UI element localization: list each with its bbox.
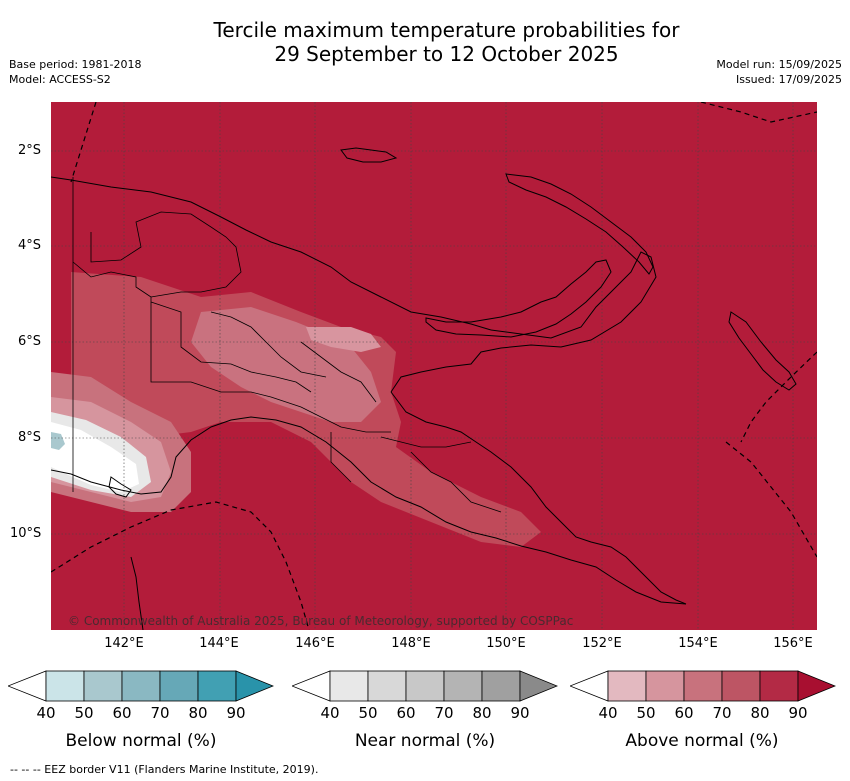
cb-near-arrow-low <box>292 670 331 702</box>
title-line-1: Tercile maximum temperature probabilitie… <box>213 18 680 42</box>
cb-near-tick-90: 90 <box>510 704 530 722</box>
cb-below-tick-70: 70 <box>150 704 170 722</box>
province-boundaries <box>72 177 502 513</box>
coast-new-britain <box>425 259 612 338</box>
colorbar-near <box>292 670 558 702</box>
cb-above-tick-80: 80 <box>750 704 770 722</box>
cb-above-tick-90: 90 <box>788 704 808 722</box>
y-tick-10s: 10°S <box>10 526 42 541</box>
chart-title: Tercile maximum temperature probabilitie… <box>0 18 850 66</box>
cb-near-tick-70: 70 <box>434 704 454 722</box>
x-tick-142e: 142°E <box>104 636 144 651</box>
title-line-2: 29 September to 12 October 2025 <box>274 42 619 66</box>
cb-below-seg-2 <box>83 670 123 702</box>
prob-patch-below-normal <box>51 432 65 450</box>
coast-south-new-guinea <box>51 416 687 605</box>
cb-below-tick-40: 40 <box>36 704 56 722</box>
cb-below-tick-80: 80 <box>188 704 208 722</box>
cb-above-tick-60: 60 <box>674 704 694 722</box>
x-tick-144e: 144°E <box>199 636 239 651</box>
y-tick-8s: 8°S <box>18 430 42 445</box>
x-tick-150e: 150°E <box>486 636 526 651</box>
cb-near-tick-60: 60 <box>396 704 416 722</box>
coastlines <box>51 147 797 630</box>
cb-near-seg-1 <box>329 670 369 702</box>
map-svg <box>51 102 817 630</box>
model-run: Model run: 15/09/2025 <box>716 58 842 71</box>
map-panel: © Commonwealth of Australia 2025, Bureau… <box>51 102 817 630</box>
cb-below-tick-90: 90 <box>226 704 246 722</box>
cb-near-tick-40: 40 <box>320 704 340 722</box>
cb-near-label: Near normal (%) <box>354 731 496 751</box>
coast-torres-strait <box>108 476 132 498</box>
meta-left: Base period: 1981-2018 Model: ACCESS-S2 <box>9 57 141 87</box>
x-tick-154e: 154°E <box>678 636 718 651</box>
map-copyright: © Commonwealth of Australia 2025, Bureau… <box>68 614 574 628</box>
issued-date: Issued: 17/09/2025 <box>735 73 842 86</box>
coast-bougainville <box>728 311 797 391</box>
graticule <box>51 102 817 630</box>
x-tick-146e: 146°E <box>295 636 335 651</box>
coast-huon <box>390 251 657 393</box>
cb-near-seg-2 <box>367 670 407 702</box>
cb-below-seg-3 <box>121 670 161 702</box>
y-tick-6s: 6°S <box>18 334 42 349</box>
base-period: Base period: 1981-2018 <box>9 58 142 71</box>
cb-below-seg-5 <box>197 670 237 702</box>
cb-near-seg-5 <box>481 670 521 702</box>
coast-papuan-peninsula <box>390 391 687 605</box>
cb-near-tick-50: 50 <box>358 704 378 722</box>
coast-australia-cape-york <box>130 556 144 630</box>
cb-near-tick-80: 80 <box>472 704 492 722</box>
prob-patch-inland-3 <box>306 327 381 352</box>
prob-patch-inland-2 <box>191 307 381 422</box>
cb-near-seg-4 <box>443 670 483 702</box>
cb-below-tick-50: 50 <box>74 704 94 722</box>
colorbar-above <box>570 670 836 702</box>
meta-right: Model run: 15/09/2025 Issued: 17/09/2025 <box>716 57 842 87</box>
model-name: Model: ACCESS-S2 <box>9 73 111 86</box>
cb-above-seg-3 <box>683 670 723 702</box>
cb-above-arrow-low <box>570 670 609 702</box>
coast-new-ireland <box>505 173 654 275</box>
cb-near-seg-3 <box>405 670 445 702</box>
y-tick-4s: 4°S <box>18 238 42 253</box>
coast-manus <box>340 147 398 163</box>
cb-above-seg-5 <box>759 670 799 702</box>
x-tick-148e: 148°E <box>391 636 431 651</box>
eez-footnote: -- -- -- EEZ border V11 (Flanders Marine… <box>10 763 319 776</box>
cb-below-arrow-low <box>8 670 47 702</box>
cb-above-tick-40: 40 <box>598 704 618 722</box>
cb-below-seg-1 <box>45 670 85 702</box>
cb-above-seg-1 <box>607 670 647 702</box>
cb-below-arrow-high <box>235 670 274 702</box>
cb-above-tick-70: 70 <box>712 704 732 722</box>
cb-above-label: Above normal (%) <box>625 731 779 751</box>
y-tick-2s: 2°S <box>18 143 42 158</box>
x-tick-156e: 156°E <box>773 636 813 651</box>
cb-below-label: Below normal (%) <box>65 731 217 751</box>
x-tick-152e: 152°E <box>582 636 622 651</box>
cb-below-tick-60: 60 <box>112 704 132 722</box>
cb-above-tick-50: 50 <box>636 704 656 722</box>
cb-above-seg-2 <box>645 670 685 702</box>
eez-borders <box>51 102 817 630</box>
cb-above-seg-4 <box>721 670 761 702</box>
cb-below-seg-4 <box>159 670 199 702</box>
cb-near-arrow-high <box>519 670 558 702</box>
cb-above-arrow-high <box>797 670 836 702</box>
colorbar-below <box>8 670 274 702</box>
coast-new-guinea-north <box>51 176 492 331</box>
